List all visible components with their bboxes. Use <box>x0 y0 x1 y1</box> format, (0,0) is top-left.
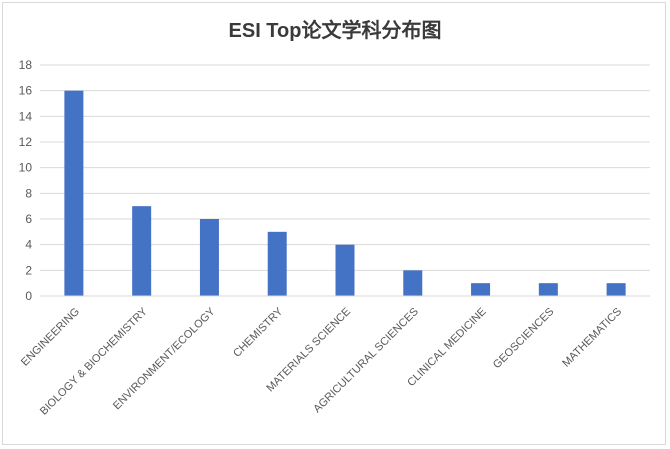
chart-title: ESI Top论文学科分布图 <box>228 20 442 42</box>
gridlines <box>40 64 650 271</box>
chart-frame <box>2 2 666 445</box>
y-tick-label: 18 <box>19 58 33 72</box>
bar <box>538 283 558 296</box>
x-tick-label: BIOLOGY & BIOCHEMISTRY <box>38 305 150 417</box>
y-tick-label: 2 <box>25 263 32 277</box>
bars <box>64 90 626 297</box>
bar <box>403 270 423 296</box>
bar <box>471 283 491 296</box>
y-tick-label: 4 <box>25 238 32 252</box>
y-tick-label: 10 <box>19 161 33 175</box>
bar <box>335 244 355 296</box>
y-tick-label: 16 <box>19 84 33 98</box>
bar <box>132 206 152 296</box>
y-tick-label: 12 <box>19 135 33 149</box>
bar <box>199 219 219 296</box>
x-tick-label: ENGINEERING <box>19 306 82 369</box>
y-axis-ticks: 0 2 4 6 8 10 12 14 16 18 <box>19 58 33 303</box>
y-tick-label: 6 <box>25 212 32 226</box>
bar <box>64 90 84 297</box>
bar <box>267 231 287 296</box>
x-tick-label: GEOSCIENCES <box>491 306 557 372</box>
y-tick-label: 0 <box>25 289 32 303</box>
y-tick-label: 8 <box>25 186 32 200</box>
x-tick-label: MATHEMATICS <box>560 306 624 370</box>
bar <box>606 283 626 296</box>
y-tick-label: 14 <box>19 109 33 123</box>
x-tick-label: CLINICAL MEDICINE <box>405 306 488 389</box>
x-tick-label: CHEMISTRY <box>231 305 286 360</box>
